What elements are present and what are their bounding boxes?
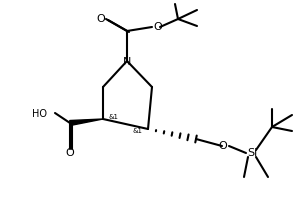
Text: Si: Si: [247, 147, 257, 157]
Text: O: O: [97, 14, 105, 24]
Polygon shape: [70, 119, 103, 126]
Text: O: O: [154, 22, 162, 32]
Text: HO: HO: [32, 108, 47, 118]
Text: &1: &1: [109, 113, 119, 119]
Text: O: O: [66, 147, 74, 157]
Text: N: N: [123, 57, 131, 67]
Text: &1: &1: [133, 127, 143, 133]
Text: O: O: [219, 140, 227, 150]
